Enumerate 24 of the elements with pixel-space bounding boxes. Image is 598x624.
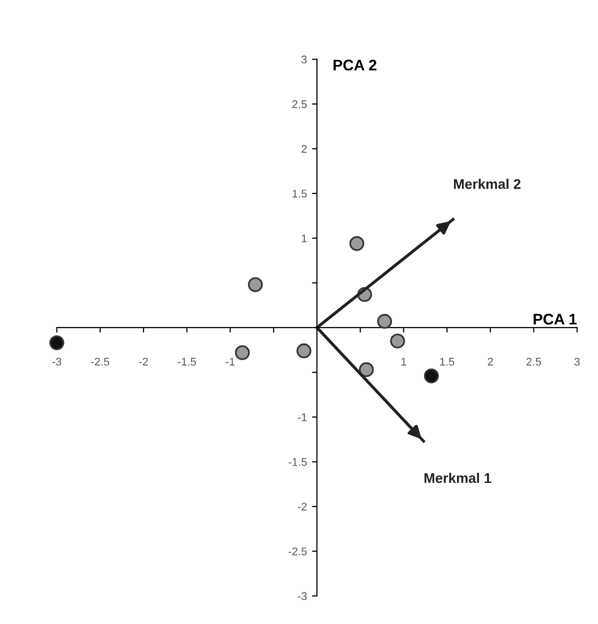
- y-axis-title: PCA 2: [334, 60, 376, 70]
- text: Merkmal 1: [424, 472, 492, 483]
- x-tick-label: -3: [52, 358, 62, 366]
- text: Merkmal 2: [454, 178, 520, 189]
- x-tick-label: -2: [139, 358, 148, 366]
- x-tick-label: 1.5: [440, 358, 454, 366]
- x-tick-label: -1: [226, 358, 235, 366]
- y-tick-label: -1: [298, 413, 307, 422]
- y-tick-label: -2.5: [288, 547, 307, 556]
- y-tick-label: -2: [298, 502, 307, 511]
- x-tick-label: 2: [488, 358, 493, 366]
- x-tick-label: 1: [401, 358, 406, 366]
- x-tick-label: -1.5: [178, 358, 196, 366]
- y-tick-label: 1.5: [292, 190, 307, 198]
- x-axis-title: PCA 1: [534, 314, 577, 325]
- y-tick-label: -3: [298, 592, 307, 600]
- y-tick-label: 1: [302, 234, 307, 242]
- x-tick-label: 3: [574, 358, 580, 366]
- y-tick-label: -1.5: [288, 458, 307, 466]
- x-tick-label: 2.5: [526, 358, 541, 366]
- y-tick-label: 2.5: [292, 100, 307, 108]
- x-tick-label: -2.5: [91, 358, 110, 366]
- y-tick-label: 3: [301, 56, 307, 64]
- y-tick-label: 2: [302, 144, 307, 153]
